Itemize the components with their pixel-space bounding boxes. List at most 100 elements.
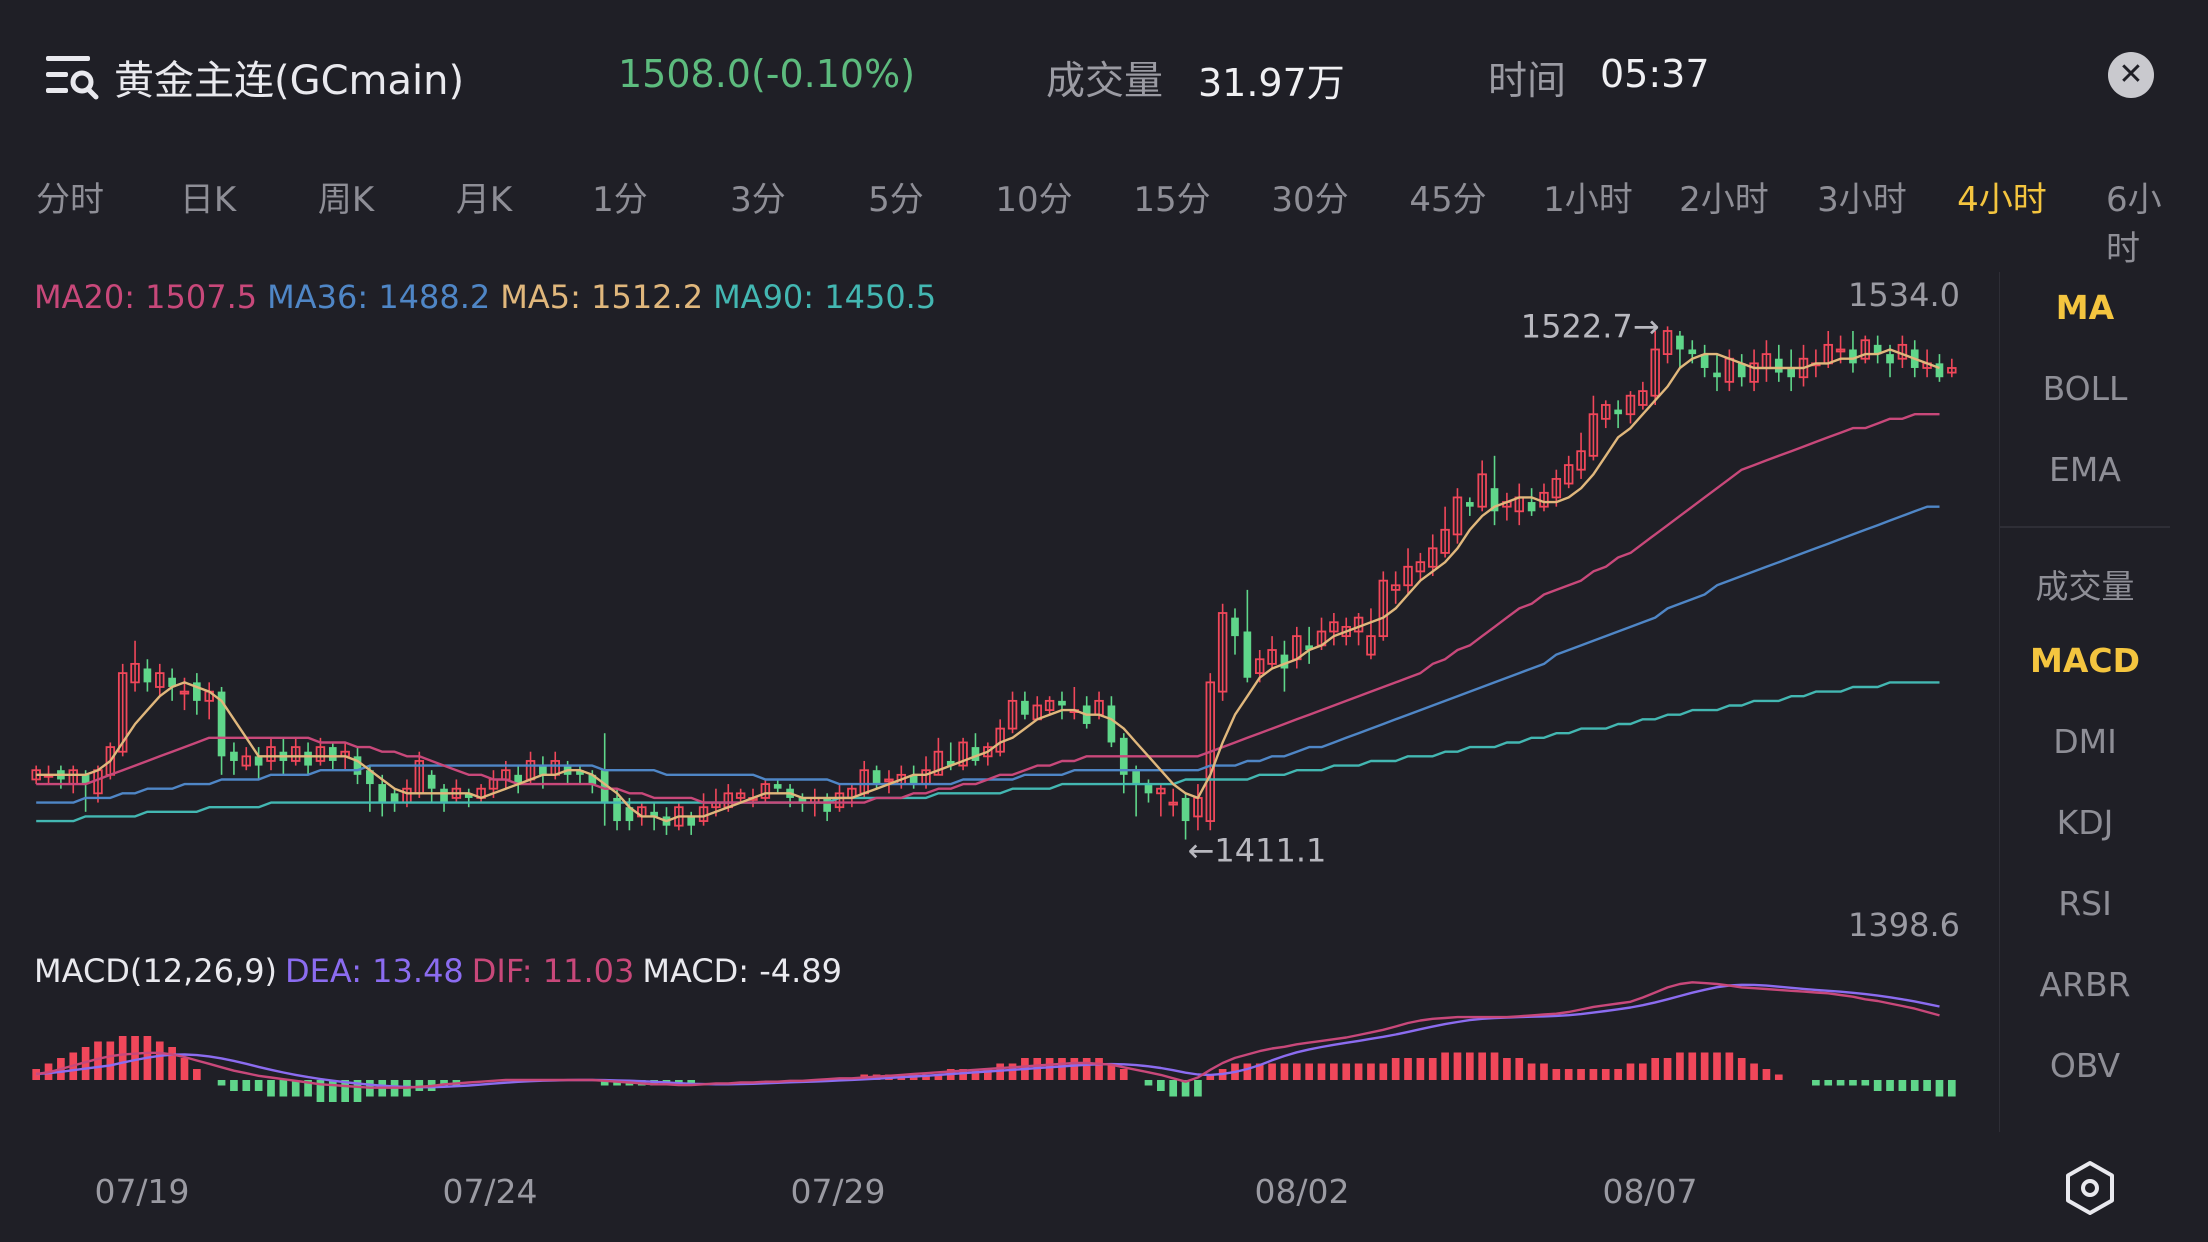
candle-body bbox=[179, 690, 190, 695]
macd-bar bbox=[440, 1080, 448, 1086]
macd-bar bbox=[1342, 1063, 1351, 1080]
macd-bar bbox=[1070, 1058, 1079, 1080]
candle-body bbox=[1601, 404, 1611, 420]
sub-indicator-2[interactable]: DMI bbox=[2053, 722, 2117, 761]
ma-legend-item-1: MA36: 1488.2 bbox=[267, 278, 491, 316]
macd-bar bbox=[983, 1069, 992, 1080]
tab-9[interactable]: 30分 bbox=[1271, 180, 1349, 220]
indicator-ma[interactable]: MA bbox=[2055, 288, 2115, 327]
candle-body bbox=[217, 691, 226, 757]
macd-bar bbox=[1651, 1058, 1660, 1080]
candle-body bbox=[1452, 496, 1463, 536]
tab-15[interactable]: 6小时 bbox=[2106, 180, 2162, 269]
macd-legend-item-2: DIF: 11.03 bbox=[471, 952, 635, 990]
candle-body bbox=[1614, 409, 1622, 415]
candle-body bbox=[304, 751, 312, 766]
indicator-boll[interactable]: BOLL bbox=[2042, 369, 2128, 408]
sub-indicator-3[interactable]: KDJ bbox=[2056, 803, 2114, 842]
close-button[interactable]: ✕ bbox=[2108, 52, 2154, 98]
macd-bar bbox=[267, 1080, 275, 1097]
price-axis-max: 1534.0 bbox=[1848, 276, 1960, 314]
tab-4[interactable]: 1分 bbox=[592, 180, 648, 220]
time-value: 05:37 bbox=[1600, 52, 1710, 96]
macd-bar bbox=[934, 1074, 943, 1080]
tab-12[interactable]: 2小时 bbox=[1679, 180, 1769, 220]
candle-body bbox=[230, 751, 238, 761]
candle-body bbox=[983, 746, 993, 758]
candle-body bbox=[1205, 681, 1216, 822]
date-label-0: 07/19 bbox=[94, 1172, 190, 1211]
tab-1[interactable]: 日K bbox=[179, 180, 237, 220]
price-axis-min: 1398.6 bbox=[1848, 906, 1960, 944]
candle-body bbox=[1378, 579, 1389, 638]
candle-body bbox=[1341, 625, 1351, 638]
candle-body bbox=[1366, 635, 1376, 656]
macd-bar bbox=[1144, 1080, 1153, 1086]
sub-indicator-1[interactable]: MACD bbox=[2030, 641, 2140, 680]
candle-body bbox=[1058, 700, 1066, 706]
tab-5[interactable]: 3分 bbox=[730, 180, 786, 220]
macd-bar bbox=[1503, 1058, 1511, 1080]
candle-body bbox=[1700, 354, 1709, 368]
candle-body bbox=[1305, 645, 1313, 650]
tab-10[interactable]: 45分 bbox=[1409, 180, 1487, 220]
macd-bar bbox=[922, 1074, 930, 1080]
tab-14[interactable]: 4小时 bbox=[1957, 180, 2047, 220]
sub-indicator-4[interactable]: RSI bbox=[2058, 884, 2112, 923]
low-price-annotation: ←1411.1 bbox=[1188, 832, 1327, 870]
macd-bar bbox=[971, 1069, 980, 1080]
tab-13[interactable]: 3小时 bbox=[1817, 180, 1907, 220]
macd-bar bbox=[1737, 1058, 1746, 1080]
candle-body bbox=[1676, 335, 1684, 350]
tab-2[interactable]: 周K bbox=[317, 180, 375, 220]
ma20-line bbox=[36, 413, 1940, 804]
candle-body bbox=[290, 746, 301, 762]
macd-bar bbox=[1527, 1063, 1536, 1080]
candle-body bbox=[1465, 502, 1474, 507]
macd-bar bbox=[94, 1041, 102, 1080]
candle-body bbox=[1787, 367, 1795, 378]
sub-indicator-6[interactable]: OBV bbox=[2049, 1046, 2121, 1085]
ma5-line bbox=[36, 348, 1940, 823]
candle-body bbox=[1107, 705, 1116, 743]
candle-body bbox=[241, 755, 252, 767]
candle-body bbox=[1662, 330, 1673, 356]
candle-body bbox=[168, 677, 176, 687]
candle-body bbox=[798, 797, 807, 803]
tab-7[interactable]: 10分 bbox=[995, 180, 1073, 220]
macd-bar bbox=[168, 1047, 176, 1080]
sub-indicator-5[interactable]: ARBR bbox=[2039, 965, 2131, 1004]
candle-body bbox=[625, 807, 634, 822]
instrument-title[interactable]: 黄金主连(GCmain) bbox=[114, 58, 465, 104]
candle-body bbox=[600, 770, 609, 803]
macd-bar bbox=[1923, 1080, 1931, 1091]
tab-3[interactable]: 月K bbox=[455, 180, 513, 220]
candle-body bbox=[130, 662, 140, 684]
macd-bar bbox=[1367, 1063, 1375, 1080]
tab-11[interactable]: 1小时 bbox=[1543, 180, 1633, 220]
indicator-divider bbox=[2000, 526, 2170, 528]
tab-8[interactable]: 15分 bbox=[1133, 180, 1211, 220]
candle-body bbox=[539, 765, 547, 775]
tab-6[interactable]: 5分 bbox=[868, 180, 924, 220]
macd-legend-item-3: MACD: -4.89 bbox=[642, 952, 843, 990]
indicator-ema[interactable]: EMA bbox=[2049, 450, 2121, 489]
list-search-icon[interactable] bbox=[44, 52, 100, 100]
macd-bar bbox=[415, 1080, 424, 1091]
candle-body bbox=[81, 774, 90, 785]
macd-bar bbox=[353, 1080, 362, 1102]
candle-body bbox=[1490, 488, 1499, 512]
macd-bar bbox=[1540, 1063, 1548, 1080]
macd-bar bbox=[1552, 1069, 1561, 1080]
sub-indicator-0[interactable]: 成交量 bbox=[2035, 567, 2135, 606]
date-label-3: 08/02 bbox=[1254, 1172, 1350, 1211]
settings-hexagon-icon[interactable] bbox=[2062, 1160, 2118, 1216]
macd-bar bbox=[1157, 1080, 1165, 1091]
macd-bar bbox=[1812, 1080, 1820, 1086]
macd-legend-item-1: DEA: 13.48 bbox=[285, 952, 464, 990]
candle-body bbox=[1588, 413, 1599, 457]
tab-0[interactable]: 分时 bbox=[36, 180, 104, 220]
macd-bar bbox=[1082, 1058, 1091, 1080]
macd-legend: MACD(12,26,9) DEA: 13.48 DIF: 11.03 MACD: -… bbox=[34, 952, 850, 990]
